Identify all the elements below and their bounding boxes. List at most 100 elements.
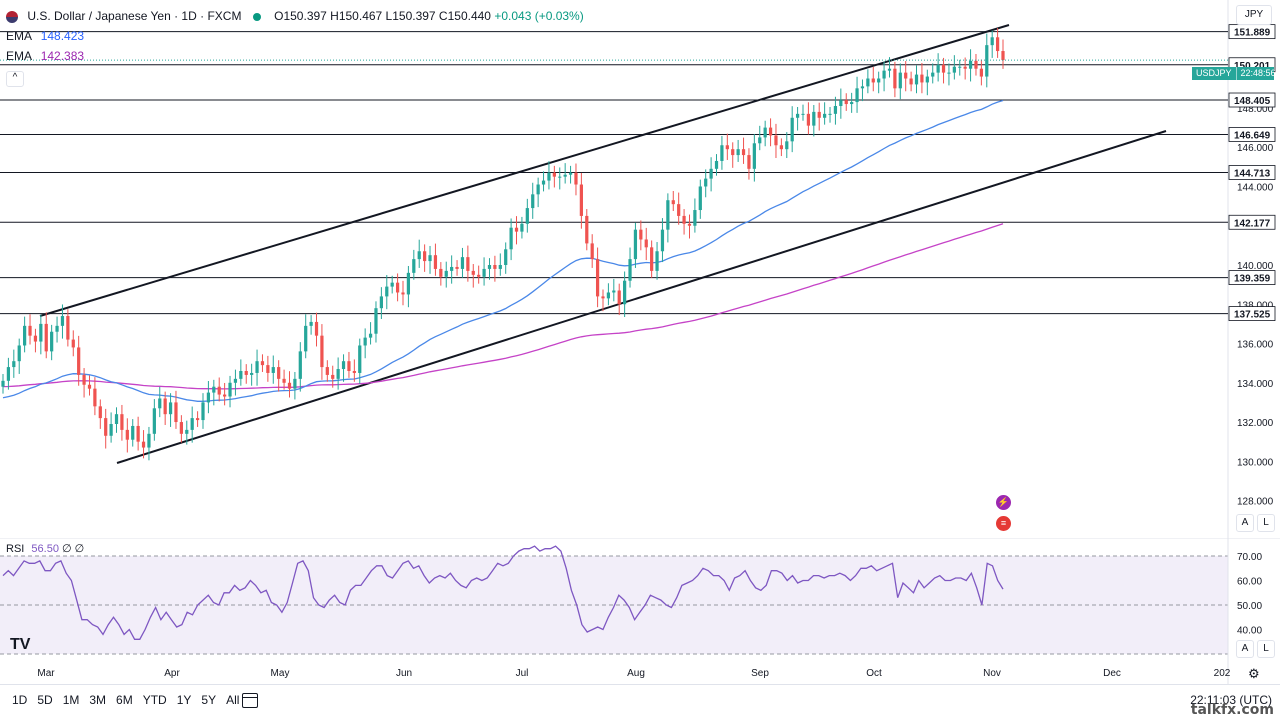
candle-body: [114, 414, 119, 424]
candle-body: [168, 402, 173, 415]
candle-body: [785, 141, 789, 150]
range-6m[interactable]: 6M: [116, 693, 133, 707]
candle-body: [293, 378, 297, 389]
level-tag: [1228, 127, 1276, 142]
rsi-label[interactable]: RSI: [6, 543, 25, 555]
candle-body: [358, 345, 362, 373]
range-ytd[interactable]: YTD: [142, 693, 167, 707]
rsi-tick-label: 60.00: [1237, 577, 1262, 588]
candle-body: [433, 255, 438, 269]
range-all[interactable]: All: [226, 693, 240, 707]
candle-body: [104, 418, 108, 436]
candle-body: [206, 392, 211, 403]
candle-body: [871, 78, 875, 83]
candle-body: [179, 422, 183, 434]
candle-body: [898, 72, 902, 89]
candle-body: [520, 223, 524, 232]
candle-body: [390, 282, 394, 287]
candle-body: [795, 113, 800, 118]
candle-body: [839, 100, 843, 106]
gear-icon[interactable]: ⚙: [1248, 666, 1260, 681]
ema-slow-line: [2, 223, 1004, 390]
candle-body: [60, 316, 65, 326]
rsi-log-scale-button[interactable]: L: [1257, 640, 1275, 658]
candle-body: [936, 64, 940, 73]
candle-body: [628, 259, 632, 281]
ema-fast-value: 148.423: [40, 29, 85, 43]
candle-body: [855, 88, 859, 103]
collapse-legend-button[interactable]: ^: [6, 71, 24, 87]
rsi-extra: ∅ ∅: [62, 543, 85, 555]
candle-body: [568, 172, 573, 175]
lightning-icon[interactable]: ⚡: [996, 495, 1011, 510]
us-flag-event-icon[interactable]: ≡: [996, 516, 1011, 531]
candle-body: [698, 186, 702, 211]
candle-body: [763, 127, 767, 138]
candle-body: [282, 378, 286, 383]
candle-body: [82, 374, 86, 385]
range-5y[interactable]: 5Y: [201, 693, 217, 707]
candle-body: [623, 280, 627, 305]
bottom-toolbar: 1D 5D 1M 3M 6M YTD 1Y 5Y All 22:11:03 (UTC) talk…: [0, 684, 1280, 720]
candle-body: [752, 143, 756, 169]
range-1y[interactable]: 1Y: [176, 693, 192, 707]
bar-countdown: 22:48:56: [1240, 68, 1276, 78]
candle-body: [341, 361, 346, 370]
ema-fast-line: [2, 99, 1004, 402]
auto-scale-button[interactable]: A: [1236, 514, 1254, 532]
candle-body: [639, 229, 643, 240]
candle-body: [725, 145, 729, 150]
candle-body: [374, 308, 378, 334]
candle-body: [455, 266, 459, 269]
candle-body: [952, 66, 956, 73]
candle-body: [693, 210, 697, 226]
currency-label[interactable]: JPY: [1236, 5, 1272, 25]
candle-body: [585, 215, 589, 244]
candle-body: [536, 184, 540, 195]
range-3m[interactable]: 3M: [89, 693, 107, 707]
ticker-tag: USDJPY 22:48:56: [1192, 67, 1276, 80]
candle-body: [136, 425, 140, 442]
utc-clock[interactable]: 22:11:03 (UTC): [1190, 693, 1272, 707]
ticker-symbol: USDJPY: [1192, 67, 1237, 80]
candle-body: [931, 72, 935, 77]
y-tick-label: 148.000: [1237, 104, 1274, 115]
rsi-chart[interactable]: 40.00 50.00 60.00 70.00 Mar Apr May Jun Jul Aug Se…: [0, 538, 1280, 684]
level-label: 151.889: [1234, 28, 1271, 39]
tradingview-logo[interactable]: TV: [10, 636, 31, 653]
candle-body: [250, 372, 254, 375]
calendar-icon[interactable]: [242, 693, 258, 708]
y-tick-label: 146.000: [1237, 143, 1274, 154]
symbol-title[interactable]: U.S. Dollar / Japanese Yen · 1D · FXCM: [27, 9, 242, 23]
candle-body: [644, 239, 648, 248]
candle-body: [801, 113, 805, 115]
candle-body: [277, 367, 281, 379]
candle-body: [1001, 51, 1005, 61]
x-tick-label: Jun: [396, 668, 412, 679]
candle-body: [579, 184, 583, 216]
candle-body: [195, 418, 200, 421]
candle-body: [287, 382, 292, 389]
log-scale-button[interactable]: L: [1257, 514, 1275, 532]
rsi-auto-scale-button[interactable]: A: [1236, 640, 1254, 658]
y-tick-label: 144.000: [1237, 182, 1274, 193]
ema-fast-label[interactable]: EMA: [6, 29, 32, 43]
candle-body: [747, 155, 751, 169]
candle-body: [266, 365, 270, 373]
candle-body: [509, 227, 513, 250]
candle-body: [487, 265, 492, 269]
candle-body: [439, 268, 443, 277]
candle-body: [158, 398, 162, 409]
x-tick-label: Aug: [627, 668, 645, 679]
candle-body: [39, 323, 43, 342]
range-5d[interactable]: 5D: [37, 693, 53, 707]
candle-body: [423, 251, 427, 262]
candle-body: [190, 418, 194, 430]
price-chart[interactable]: 128.000 130.000 132.000 134.000 136.000 138.0…: [0, 0, 1280, 538]
candle-body: [909, 78, 913, 85]
candle-body: [990, 37, 994, 46]
ema-slow-label[interactable]: EMA: [6, 49, 32, 63]
range-1d[interactable]: 1D: [12, 693, 28, 707]
range-1m[interactable]: 1M: [62, 693, 80, 707]
candle-body: [352, 371, 356, 373]
